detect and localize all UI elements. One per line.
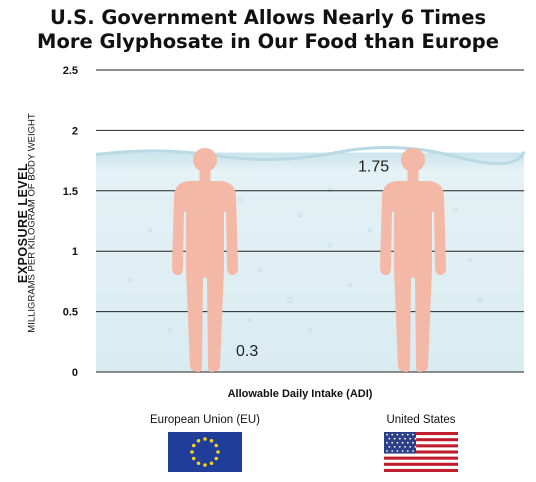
us-flag-star — [412, 433, 414, 436]
us-flag-star — [404, 446, 406, 448]
data-label-eu: 0.3 — [236, 343, 258, 360]
eu-flag-star — [214, 443, 219, 448]
y-tick-label: 1.5 — [63, 186, 78, 198]
water-bubble — [367, 227, 373, 233]
us-flag-star — [393, 437, 396, 440]
water-bubble — [307, 327, 313, 333]
us-flag-star — [393, 446, 396, 448]
eu-flag-star — [196, 461, 201, 466]
y-tick-label: 0.5 — [63, 307, 78, 319]
water-bubble — [327, 242, 333, 248]
water-bubble — [477, 297, 483, 303]
water-bubble — [168, 328, 172, 332]
us-flag-star — [398, 446, 401, 448]
us-flag-star — [409, 446, 412, 448]
us-flag-star — [386, 441, 388, 444]
eu-flag-icon — [168, 432, 242, 472]
eu-flag-star — [190, 450, 194, 454]
us-flag-star — [401, 441, 404, 444]
eu-flag-star — [191, 443, 196, 448]
water-bubble — [248, 318, 252, 322]
us-flag-star — [412, 441, 414, 444]
water-bubble — [257, 267, 263, 273]
y-tick-label: 2.5 — [63, 65, 78, 77]
us-flag-star — [396, 441, 399, 444]
us-flag-stripe — [384, 432, 458, 436]
data-label-us: 1.75 — [358, 159, 389, 176]
us-flag-stripe — [384, 450, 458, 454]
us-flag-star — [388, 437, 391, 440]
us-flag-star — [391, 433, 394, 436]
us-flag-star — [412, 450, 414, 452]
eu-category-label: European Union (EU) — [150, 414, 260, 426]
y-axis-sublabel: MILLIGRAMS PER KILOGRAM OF BODY WEIGHT — [26, 113, 38, 333]
y-axis-title: EXPOSURE LEVEL MILLIGRAMS PER KILOGRAM O… — [0, 70, 46, 376]
y-tick-label: 1 — [72, 246, 78, 258]
eu-flag-star — [209, 438, 214, 443]
us-flag-stripe — [384, 444, 458, 448]
us-category-label: United States — [386, 414, 456, 426]
us-flag-stripe — [384, 468, 458, 472]
us-flag-stripe — [384, 456, 458, 460]
eu-flag-star — [209, 461, 214, 466]
water-bubble — [237, 197, 243, 203]
us-flag-star — [391, 450, 394, 452]
eu-flag-star — [196, 438, 201, 443]
water-bubble — [467, 257, 473, 263]
us-flag-icon — [384, 432, 458, 472]
us-flag-star — [396, 450, 399, 452]
us-flag-star — [406, 441, 409, 444]
water-bubble — [328, 188, 332, 192]
us-flag-stripe — [384, 438, 458, 442]
eu-flag-star — [216, 450, 220, 454]
us-flag-star — [386, 433, 388, 436]
us-flag-star — [401, 450, 404, 452]
eu-flag-star — [214, 456, 219, 461]
us-flag-star — [406, 450, 409, 452]
y-tick-label: 2 — [72, 125, 78, 137]
us-flag-star — [391, 441, 394, 444]
us-flag-star — [414, 446, 417, 448]
y-tick-label: 0 — [72, 367, 78, 379]
x-axis-label: Allowable Daily Intake (ADI) — [227, 388, 373, 400]
chart-title-line2: More Glyphosate in Our Food than Europe — [37, 30, 499, 53]
water-bubble — [452, 207, 458, 213]
eu-flag-star — [191, 456, 196, 461]
water-surface — [95, 145, 526, 166]
water-bubble — [148, 228, 152, 232]
us-flag-star — [401, 433, 404, 436]
us-flag-star — [396, 433, 399, 436]
chart-title-line1: U.S. Government Allows Nearly 6 Times — [49, 6, 487, 29]
eu-flag-star — [203, 437, 207, 441]
us-flag-star — [404, 437, 406, 440]
water-bubble — [297, 212, 303, 218]
water-bubble — [127, 277, 133, 283]
us-flag-star — [409, 437, 412, 440]
water-background — [96, 152, 524, 372]
eu-flag-star — [203, 463, 207, 467]
water-bubble — [287, 297, 293, 303]
us-flag-star — [386, 450, 388, 452]
water-bubble — [348, 283, 352, 287]
us-flag-star — [388, 446, 391, 448]
us-flag-star — [406, 433, 409, 436]
us-flag-star — [398, 437, 401, 440]
us-flag-stripe — [384, 462, 458, 466]
us-flag-star — [414, 437, 417, 440]
chart-title: U.S. Government Allows Nearly 6 Times Mo… — [0, 6, 536, 54]
